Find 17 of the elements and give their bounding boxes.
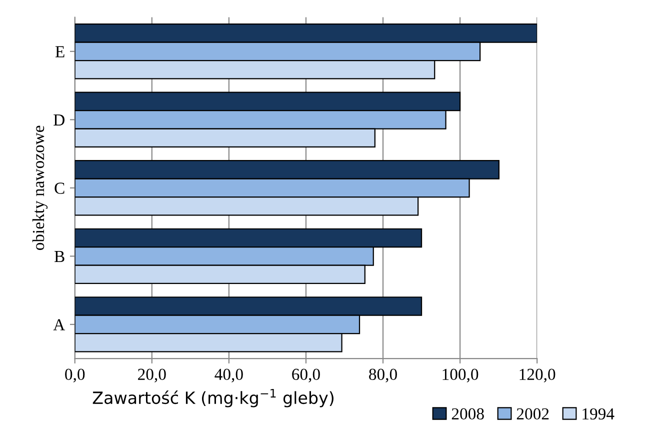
- y-tick-label: A: [53, 319, 66, 330]
- x-axis-title: Zawartość K (mg·kg$^{−1}$ gleby): [92, 388, 334, 408]
- x-tick-label: 40,0: [214, 368, 243, 382]
- x-tick-label: 100,0: [442, 368, 478, 382]
- legend-label: 2008: [452, 408, 484, 420]
- legend-label: 2002: [516, 408, 549, 420]
- x-tick-label: 80,0: [369, 368, 397, 382]
- x-tick-label: 120,0: [520, 368, 556, 382]
- y-tick-label: B: [54, 251, 64, 262]
- y-tick-label: D: [54, 114, 64, 126]
- legend-label: 1994: [582, 408, 614, 420]
- x-tick-label: 20,0: [138, 368, 166, 382]
- x-tick-label: 60,0: [292, 368, 320, 382]
- x-tick-label: 0,0: [65, 368, 85, 382]
- y-tick-label: C: [54, 182, 64, 194]
- y-tick-label: E: [55, 46, 64, 58]
- y-axis-title: obiekty nawozowe: [32, 126, 48, 250]
